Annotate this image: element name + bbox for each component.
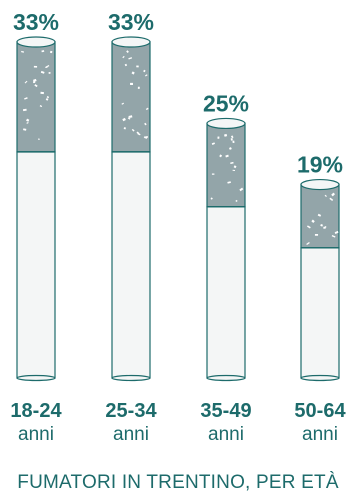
filter-speck [143, 69, 146, 73]
filter-speck [40, 91, 44, 95]
filter-speck [306, 225, 311, 229]
cigarette-top [206, 117, 246, 130]
filter-speck [144, 122, 147, 126]
filter-speck [34, 84, 38, 88]
filter-speck [45, 98, 49, 101]
filter-speck [46, 96, 50, 99]
filter-speck [320, 224, 323, 227]
filter-speck [211, 173, 215, 175]
cigarette-paper [111, 151, 151, 379]
filter-speck [232, 169, 236, 172]
filter-speck [228, 147, 232, 150]
filter-speck [48, 71, 51, 75]
filter-speck [324, 194, 327, 198]
filter-speck [331, 192, 336, 197]
filter-speck [40, 70, 45, 74]
cigarette-bottom [111, 374, 151, 382]
filter-speck [24, 97, 28, 100]
filter-speck [22, 108, 27, 112]
filter-speck [123, 127, 126, 130]
filter-speck [306, 241, 310, 246]
filter-speck [224, 133, 228, 137]
filter-speck [211, 142, 216, 145]
filter-speck [126, 50, 129, 54]
category-label: 25-34 [105, 400, 157, 422]
filter-speck [235, 199, 238, 202]
value-label: 33% [108, 9, 154, 35]
filter-speck [239, 187, 244, 192]
filter-speck [225, 154, 229, 158]
filter-speck [230, 161, 234, 165]
category-label: 50-64 [294, 400, 346, 422]
filter-speck [38, 138, 40, 140]
filter-speck [21, 50, 25, 53]
unit-label: anni [113, 424, 149, 445]
filter-speck [311, 219, 315, 223]
filter-speck [32, 78, 37, 83]
cigarette-bottom [300, 374, 340, 382]
filter-speck [145, 74, 148, 77]
filter-speck [145, 107, 149, 111]
filter-speck [210, 197, 213, 200]
unit-label: anni [302, 424, 338, 445]
filter-speck [136, 65, 139, 68]
filter-speck [137, 133, 141, 136]
cigarette-filter [111, 41, 151, 153]
filter-speck [122, 117, 126, 122]
cigarette-filter [206, 122, 246, 208]
value-label: 19% [297, 152, 343, 178]
filter-speck [334, 230, 339, 234]
chart: 33%18-24anni33%25-34anni25%35-49anni19%5… [10, 9, 346, 445]
filter-speck [128, 115, 133, 119]
filter-speck [128, 57, 133, 60]
category-label: 18-24 [10, 400, 62, 422]
filter-speck [39, 105, 43, 108]
filter-speck [41, 50, 45, 53]
filter-speck [130, 82, 134, 85]
filter-speck [124, 63, 128, 67]
filter-speck [324, 226, 327, 229]
filter-speck [331, 234, 336, 238]
filter-speck [45, 65, 50, 68]
cigarette-filter [16, 41, 56, 153]
cigarette-top [300, 178, 340, 191]
value-label: 25% [203, 90, 249, 116]
filter-speck [217, 136, 220, 139]
filter-speck [232, 140, 235, 144]
filter-speck [329, 197, 334, 201]
filter-speck [24, 80, 28, 84]
cigarette-paper [16, 151, 56, 379]
filter-speck [26, 118, 30, 122]
cigarette-top [111, 36, 151, 48]
filter-speck [219, 154, 223, 158]
unit-label: anni [18, 424, 54, 445]
filter-speck [127, 117, 131, 120]
cigarette-top [16, 36, 56, 48]
filter-speck [26, 121, 29, 124]
filter-speck [227, 181, 231, 184]
unit-label: anni [208, 424, 244, 445]
cigarette-paper [206, 206, 246, 379]
filter-speck [50, 50, 53, 54]
category-label: 35-49 [200, 400, 251, 422]
cigarette-paper [300, 247, 340, 379]
filter-speck [317, 213, 322, 217]
filter-speck [143, 136, 148, 139]
filter-speck [23, 128, 27, 131]
filter-speck [137, 86, 140, 89]
cigarette-bottom [206, 374, 246, 382]
filter-speck [131, 71, 135, 75]
cigarette-bottom [16, 374, 56, 382]
filter-speck [230, 135, 234, 139]
filter-speck [122, 55, 125, 59]
chart-caption: FUMATORI IN TRENTINO, PER ETÀ [17, 472, 339, 493]
filter-speck [121, 102, 125, 105]
value-label: 33% [13, 9, 59, 35]
filter-speck [131, 128, 135, 132]
filter-speck [33, 65, 38, 68]
filter-speck [233, 165, 237, 169]
filter-speck [230, 138, 233, 141]
filter-speck [314, 233, 319, 236]
